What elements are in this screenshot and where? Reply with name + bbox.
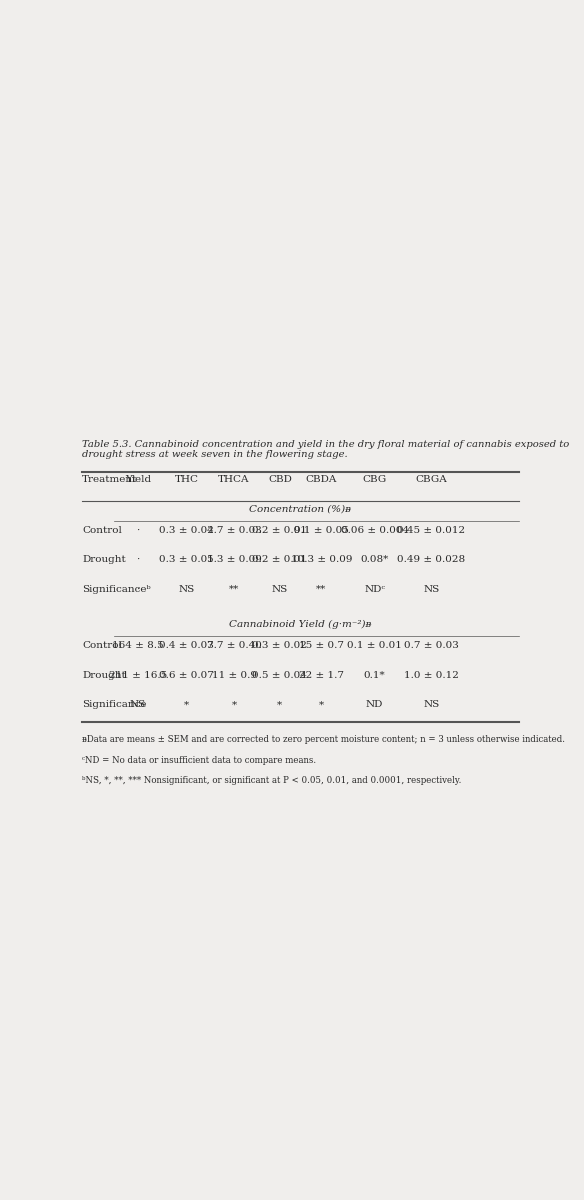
Text: 1.0 ± 0.12: 1.0 ± 0.12 [404, 671, 459, 679]
Text: 164 ± 8.5: 164 ± 8.5 [112, 641, 164, 650]
Text: Concentration (%)ᴃ: Concentration (%)ᴃ [249, 504, 352, 514]
Text: NS: NS [423, 584, 440, 594]
Text: CBDA: CBDA [305, 475, 337, 484]
Text: 0.2 ± 0.01: 0.2 ± 0.01 [252, 556, 307, 564]
Text: CBD: CBD [268, 475, 292, 484]
Text: 0.1*: 0.1* [364, 671, 385, 679]
Text: THC: THC [175, 475, 199, 484]
Text: NS: NS [423, 701, 440, 709]
Text: 0.3 ± 0.01: 0.3 ± 0.01 [159, 556, 214, 564]
Text: **: ** [229, 584, 239, 594]
Text: ·: · [136, 556, 140, 564]
Text: ND: ND [366, 701, 383, 709]
Text: NDᶜ: NDᶜ [364, 584, 385, 594]
Text: 0.49 ± 0.028: 0.49 ± 0.028 [397, 556, 465, 564]
Text: ᶜND = No data or insufficient data to compare means.: ᶜND = No data or insufficient data to co… [82, 756, 316, 764]
Text: *: * [185, 701, 189, 709]
Text: Drought: Drought [82, 556, 126, 564]
Text: 15 ± 0.7: 15 ± 0.7 [299, 641, 344, 650]
Text: ᵇNS, *, **, *** Nonsignificant, or significant at P < 0.05, 0.01, and 0.0001, re: ᵇNS, *, **, *** Nonsignificant, or signi… [82, 776, 461, 785]
Text: 11 ± 0.9: 11 ± 0.9 [211, 671, 256, 679]
Text: 0.3 ± 0.02: 0.3 ± 0.02 [159, 526, 214, 535]
Text: Drought: Drought [82, 671, 126, 679]
Text: 0.2 ± 0.01: 0.2 ± 0.01 [252, 526, 307, 535]
Text: NS: NS [130, 701, 146, 709]
Text: 0.08*: 0.08* [360, 556, 389, 564]
Text: Treatment: Treatment [82, 475, 137, 484]
Text: 5.3 ± 0.09: 5.3 ± 0.09 [207, 556, 262, 564]
Text: CBGA: CBGA [416, 475, 447, 484]
Text: 0.1 ± 0.01: 0.1 ± 0.01 [347, 641, 402, 650]
Text: NS: NS [179, 584, 195, 594]
Text: 0.06 ± 0.004: 0.06 ± 0.004 [340, 526, 409, 535]
Text: 7.7 ± 0.40: 7.7 ± 0.40 [207, 641, 262, 650]
Text: 0.7 ± 0.03: 0.7 ± 0.03 [404, 641, 459, 650]
Text: 0.5 ± 0.04: 0.5 ± 0.04 [252, 671, 307, 679]
Text: 9.1 ± 0.05: 9.1 ± 0.05 [294, 526, 349, 535]
Text: *: * [277, 701, 283, 709]
Text: ·: · [136, 526, 140, 535]
Text: 211 ± 16.5: 211 ± 16.5 [109, 671, 167, 679]
Text: ·: · [136, 584, 140, 594]
Text: 10.3 ± 0.09: 10.3 ± 0.09 [291, 556, 352, 564]
Text: 0.3 ± 0.02: 0.3 ± 0.02 [252, 641, 307, 650]
Text: Control: Control [82, 526, 122, 535]
Text: 0.4 ± 0.03: 0.4 ± 0.03 [159, 641, 214, 650]
Text: ᴃData are means ± SEM and are corrected to zero percent moisture content; n = 3 : ᴃData are means ± SEM and are corrected … [82, 736, 565, 744]
Text: NS: NS [272, 584, 288, 594]
Text: 0.45 ± 0.012: 0.45 ± 0.012 [397, 526, 465, 535]
Text: Cannabinoid Yield (g·m⁻²)ᴃ: Cannabinoid Yield (g·m⁻²)ᴃ [230, 620, 371, 629]
Text: CBG: CBG [363, 475, 387, 484]
Text: **: ** [317, 584, 326, 594]
Text: Significance: Significance [82, 701, 147, 709]
Text: 4.7 ± 0.03: 4.7 ± 0.03 [207, 526, 262, 535]
Text: Table 5.3. Cannabinoid concentration and yield in the dry floral material of can: Table 5.3. Cannabinoid concentration and… [82, 439, 569, 460]
Text: Significanceᵇ: Significanceᵇ [82, 584, 151, 594]
Text: Yield: Yield [125, 475, 151, 484]
Text: *: * [231, 701, 237, 709]
Text: Control: Control [82, 641, 122, 650]
Text: *: * [319, 701, 324, 709]
Text: 22 ± 1.7: 22 ± 1.7 [299, 671, 344, 679]
Text: 0.6 ± 0.07: 0.6 ± 0.07 [159, 671, 214, 679]
Text: THCA: THCA [218, 475, 250, 484]
